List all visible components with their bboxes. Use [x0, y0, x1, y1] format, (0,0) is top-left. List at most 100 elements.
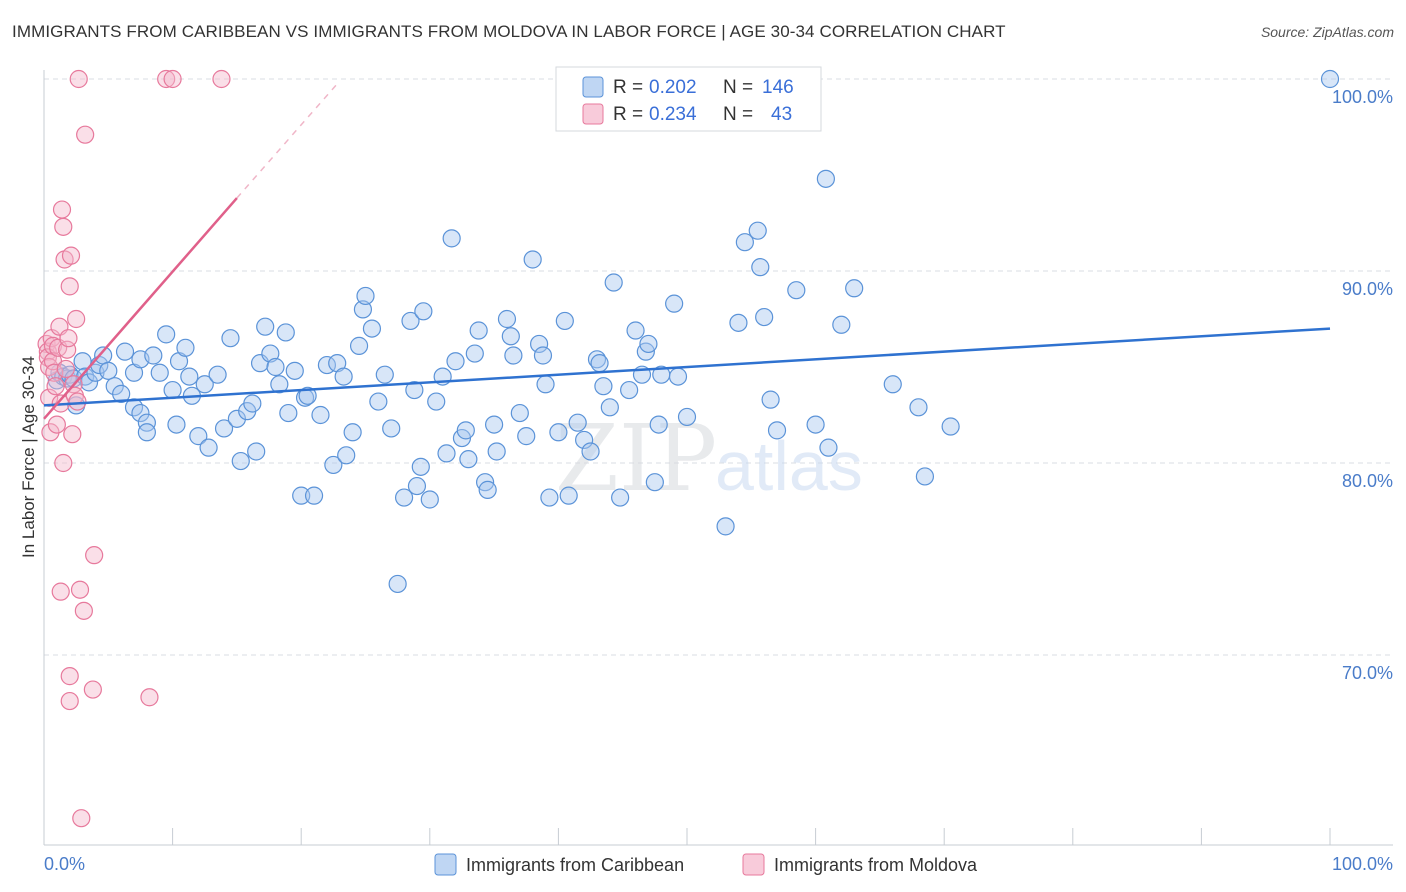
caribbean-point [478, 480, 497, 499]
caribbean-point [559, 486, 578, 505]
watermark-atlas: atlas [715, 427, 863, 505]
caribbean-point [176, 338, 195, 357]
caribbean-point [411, 457, 430, 476]
caribbean-point [620, 380, 639, 400]
caribbean-point [180, 367, 199, 386]
caribbean-point [137, 413, 156, 432]
moldova-point [212, 69, 231, 89]
caribbean-point [540, 488, 559, 507]
caribbean-point [199, 438, 218, 457]
watermark: ZIP atlas [555, 405, 863, 512]
moldova-point [56, 359, 75, 379]
caribbean-point [501, 327, 520, 346]
moldova-point [47, 415, 66, 434]
y-tick-label-80: 80.0% [1342, 471, 1393, 491]
y-axis-label: In Labor Force | Age 30-34 [19, 356, 38, 558]
caribbean-point [568, 413, 587, 432]
legend-swatch-caribbean [582, 76, 604, 98]
caribbean-point [459, 450, 478, 469]
moldova-point [46, 377, 65, 396]
caribbean-point [270, 375, 289, 394]
caribbean-point [337, 446, 356, 465]
caribbean-point [382, 419, 401, 438]
caribbean-point [469, 321, 488, 340]
caribbean-point [611, 488, 630, 507]
caribbean-point [816, 169, 835, 188]
moldova-point [45, 363, 64, 382]
caribbean-point [716, 517, 735, 536]
moldova-point [51, 582, 70, 601]
caribbean-point [150, 363, 169, 382]
series-moldova-points [37, 69, 231, 828]
source-label: Source: ZipAtlas.com [1260, 24, 1394, 40]
moldova-point [76, 125, 95, 144]
caribbean-point [941, 417, 960, 436]
moldova-point [58, 340, 77, 359]
moldova-point [157, 69, 176, 89]
caribbean-point [755, 307, 774, 327]
caribbean-point [401, 311, 420, 331]
bottom-legend-swatch-moldova [742, 853, 765, 876]
caribbean-point [735, 233, 754, 252]
caribbean-point [137, 423, 156, 442]
legend-r-label-moldova: R = [613, 104, 643, 125]
caribbean-point [530, 334, 549, 354]
caribbean-point [292, 486, 311, 505]
caribbean-point [729, 313, 748, 332]
y-tick-label-100: 100.0% [1332, 87, 1393, 107]
caribbean-point [639, 334, 658, 354]
caribbean-point [581, 442, 600, 461]
caribbean-point [112, 384, 131, 403]
caribbean-point [465, 344, 484, 363]
caribbean-point [324, 455, 343, 475]
moldova-point [70, 580, 90, 599]
caribbean-point [819, 438, 838, 457]
caribbean-point [649, 415, 668, 434]
legend-r-label-caribbean: R = [613, 77, 643, 98]
x-axis-ticks [43, 828, 1331, 845]
caribbean-point [369, 392, 388, 411]
legend-r-value-moldova: 0.234 [649, 104, 697, 125]
caribbean-point [787, 281, 806, 300]
caribbean-point [243, 394, 262, 413]
caribbean-point [394, 488, 414, 507]
caribbean-point [456, 421, 475, 440]
caribbean-point [575, 430, 594, 450]
caribbean-point [767, 421, 787, 440]
caribbean-point [311, 405, 330, 425]
y-tick-label-70: 70.0% [1342, 663, 1393, 683]
caribbean-point [485, 415, 504, 434]
moldova-point [140, 688, 159, 707]
caribbean-point [915, 467, 935, 486]
trendline-moldova-extension [236, 80, 341, 199]
chart-title: IMMIGRANTS FROM CARIBBEAN VS IMMIGRANTS … [12, 22, 1006, 41]
caribbean-point [298, 386, 317, 405]
moldova-point [163, 69, 182, 89]
moldova-point [85, 546, 104, 565]
caribbean-point [487, 442, 506, 461]
legend-box: R = 0.202 N = 146 R = 0.234 N = 43 [555, 66, 822, 132]
caribbean-point [353, 300, 373, 319]
bottom-legend-swatch-caribbean [434, 853, 457, 876]
caribbean-point [356, 286, 375, 306]
caribbean-point [261, 344, 280, 363]
caribbean-point [405, 380, 424, 400]
moldova-point [72, 809, 91, 828]
trend-lines [43, 80, 1331, 420]
caribbean-point [600, 398, 619, 417]
moldova-point [83, 680, 102, 699]
caribbean-point [437, 444, 456, 463]
caribbean-point [214, 419, 234, 438]
caribbean-point [266, 357, 285, 377]
gridlines [44, 78, 1393, 656]
caribbean-point [626, 321, 645, 340]
moldova-point [37, 334, 56, 354]
caribbean-point [510, 403, 529, 423]
legend-n-label-moldova: N = [723, 104, 753, 125]
legend-r-value-caribbean: 0.202 [649, 77, 697, 98]
caribbean-point [195, 375, 214, 394]
moldova-point [54, 217, 73, 236]
caribbean-point [504, 346, 523, 365]
caribbean-point [362, 319, 382, 338]
